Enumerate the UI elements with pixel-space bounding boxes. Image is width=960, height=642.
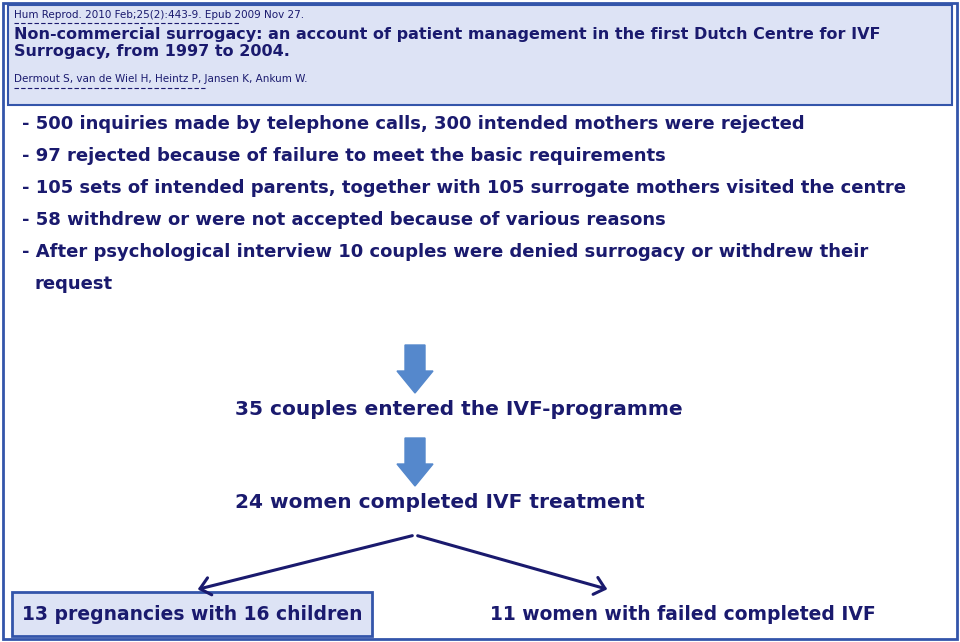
Text: 35 couples entered the IVF-programme: 35 couples entered the IVF-programme <box>235 400 683 419</box>
Text: 24 women completed IVF treatment: 24 women completed IVF treatment <box>235 493 645 512</box>
Polygon shape <box>397 345 433 393</box>
Text: - After psychological interview 10 couples were denied surrogacy or withdrew the: - After psychological interview 10 coupl… <box>22 243 868 261</box>
Text: 11 women with failed completed IVF: 11 women with failed completed IVF <box>490 605 876 623</box>
Text: request: request <box>35 275 113 293</box>
Polygon shape <box>397 438 433 486</box>
Text: Hum Reprod. 2010 Feb;25(2):443-9. Epub 2009 Nov 27.: Hum Reprod. 2010 Feb;25(2):443-9. Epub 2… <box>14 10 304 20</box>
Text: - 58 withdrew or were not accepted because of various reasons: - 58 withdrew or were not accepted becau… <box>22 211 665 229</box>
FancyBboxPatch shape <box>8 5 952 105</box>
Text: 13 pregnancies with 16 children: 13 pregnancies with 16 children <box>22 605 362 623</box>
Text: - 97 rejected because of failure to meet the basic requirements: - 97 rejected because of failure to meet… <box>22 147 665 165</box>
Text: Dermout S, van de Wiel H, Heintz P, Jansen K, Ankum W.: Dermout S, van de Wiel H, Heintz P, Jans… <box>14 74 307 84</box>
Text: - 500 inquiries made by telephone calls, 300 intended mothers were rejected: - 500 inquiries made by telephone calls,… <box>22 115 804 133</box>
Text: - 105 sets of intended parents, together with 105 surrogate mothers visited the : - 105 sets of intended parents, together… <box>22 179 906 197</box>
FancyBboxPatch shape <box>12 592 372 636</box>
Text: Non-commercial surrogacy: an account of patient management in the first Dutch Ce: Non-commercial surrogacy: an account of … <box>14 27 880 60</box>
